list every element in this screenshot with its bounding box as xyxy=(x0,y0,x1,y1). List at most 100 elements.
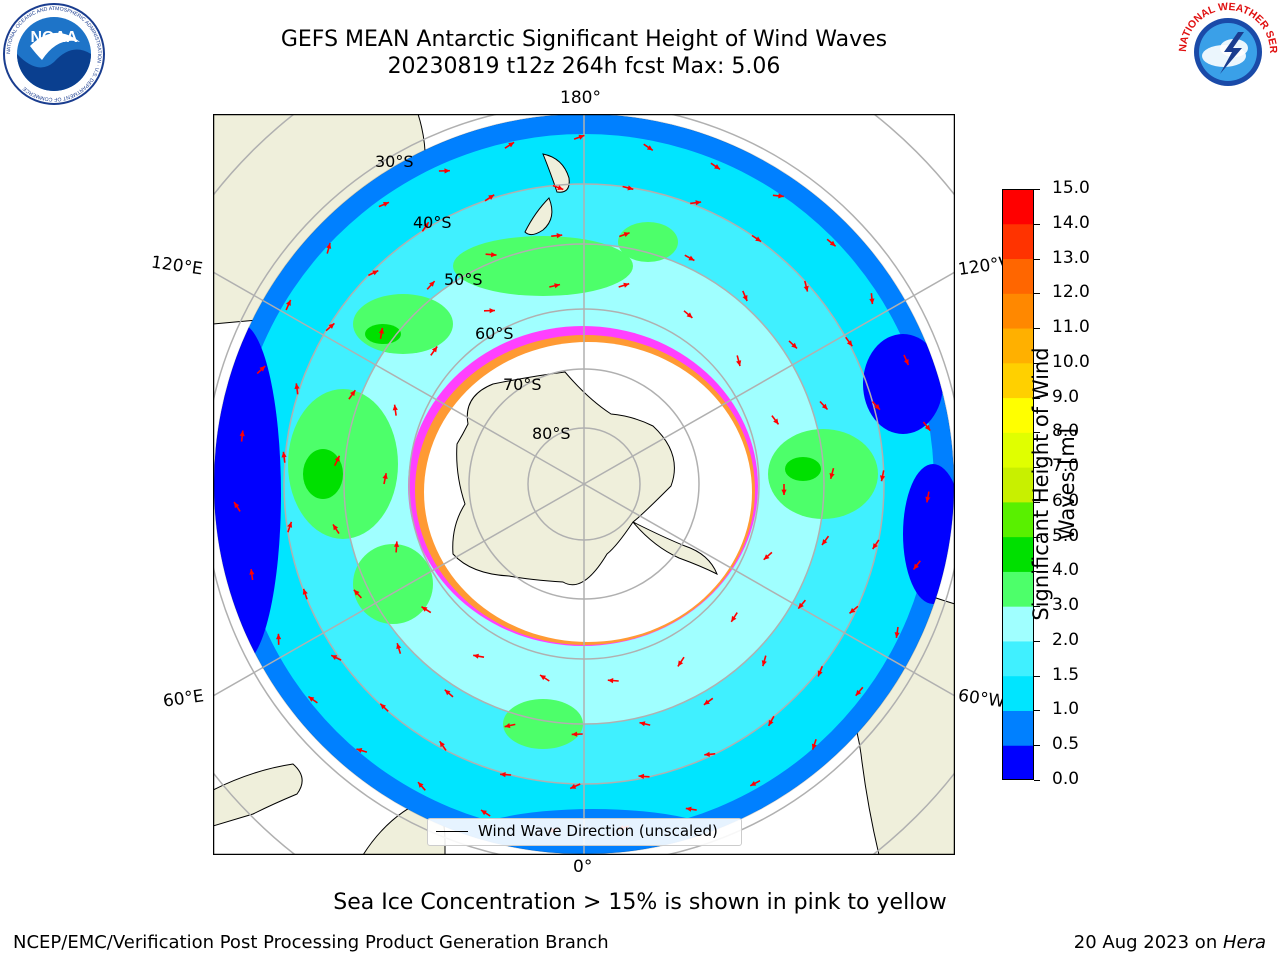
graticule xyxy=(213,114,955,855)
wave-direction-arrowhead xyxy=(872,543,878,549)
new-zealand-south xyxy=(524,197,553,236)
wave-direction-arrowhead xyxy=(326,243,332,249)
wave-direction-arrowhead xyxy=(488,194,495,200)
wave-direction-arrowhead xyxy=(234,502,240,509)
wave-direction-arrowhead xyxy=(331,655,338,660)
colorbar-segment xyxy=(1002,606,1034,642)
wave-direction-arrowhead xyxy=(686,312,693,318)
wave-direction-arrowhead xyxy=(703,699,710,705)
wave-direction-arrowhead xyxy=(396,643,402,650)
wave-direction-arrowhead xyxy=(773,418,779,425)
colorbar-segment xyxy=(1002,397,1034,433)
wave-direction-arrowhead xyxy=(742,295,748,301)
colorbar-segment xyxy=(1002,745,1034,780)
wave-direction-arrowhead xyxy=(761,660,767,667)
wave-direction-arrowhead xyxy=(333,524,339,531)
colorbar-segment xyxy=(1002,189,1034,225)
wave-direction-arrowhead xyxy=(607,678,614,684)
noaa-logo-text: NOAA xyxy=(30,29,78,46)
colorbar-tick-mark xyxy=(1034,536,1040,538)
wave-direction-arrowhead xyxy=(869,298,875,305)
wave-direction-arrowhead xyxy=(431,346,438,353)
colorbar-segment xyxy=(1002,571,1034,607)
wave-direction-arrowhead xyxy=(811,743,817,750)
wave-direction-arrowhead xyxy=(444,689,451,696)
wave-direction-arrowhead xyxy=(803,285,809,292)
wave-direction-arrowhead xyxy=(903,359,909,365)
wave-direction-arrowhead xyxy=(393,541,400,547)
colorbar-frame xyxy=(1002,189,1034,780)
chart-title: GEFS MEAN Antarctic Significant Height o… xyxy=(280,27,888,52)
wave-direction-arrowhead xyxy=(623,232,630,237)
colorbar-tick-label: 4.0 xyxy=(1052,560,1080,581)
colorbar-tick-label: 8.0 xyxy=(1052,421,1080,442)
colorbar-tick-mark xyxy=(1034,328,1040,330)
legend-label: Wind Wave Direction (unscaled) xyxy=(478,822,718,840)
wave-direction-arrowhead xyxy=(353,589,360,596)
wave-direction-arrowhead xyxy=(259,366,266,372)
lat-label-80s: 80°S xyxy=(532,424,571,443)
wind-wave-arrows xyxy=(233,134,931,833)
wave-direction-arrowhead xyxy=(638,773,645,779)
colorbar-tick-label: 0.0 xyxy=(1052,769,1080,789)
wave-direction-arrowhead xyxy=(781,489,787,495)
colorbar-tick-label: 14.0 xyxy=(1052,212,1090,233)
lon-label-120e: 120°E xyxy=(149,252,204,280)
lon-label-60e: 60°E xyxy=(161,686,206,712)
colorbar-tick-mark xyxy=(1034,467,1040,469)
wave-direction-arrowhead xyxy=(874,404,880,410)
colorbar-tick-mark xyxy=(1034,745,1040,747)
wave-direction-arrowhead xyxy=(571,731,578,737)
colorbar-tick-mark xyxy=(1034,293,1040,295)
noaa-logo: NOAA NATIONAL OCEANIC AND ATMOSPHERIC AD… xyxy=(3,3,105,105)
map-legend: Wind Wave Direction (unscaled) xyxy=(427,818,742,846)
colorbar-tick-mark xyxy=(1034,571,1040,573)
colorbar-segment xyxy=(1002,710,1034,746)
wave-direction-arrowhead xyxy=(849,607,856,614)
polar-map xyxy=(213,114,955,855)
colorbar-tick-label: 12.0 xyxy=(1052,282,1090,303)
colorbar-tick-mark xyxy=(1034,710,1040,712)
colorbar-tick-label: 11.0 xyxy=(1052,317,1090,338)
wave-direction-arrowhead xyxy=(646,145,653,151)
wave-direction-arrowhead xyxy=(704,751,710,757)
wave-direction-arrowhead xyxy=(287,521,293,528)
lat-label-70s: 70°S xyxy=(503,375,542,394)
wave-direction-arrowhead xyxy=(302,588,308,595)
wave-direction-arrowhead xyxy=(350,390,356,397)
colorbar-tick-mark xyxy=(1034,432,1040,434)
colorbar-tick-label: 10.0 xyxy=(1052,351,1090,372)
wave-direction-arrowhead xyxy=(418,782,424,788)
wave-direction-arrowhead xyxy=(578,134,585,140)
wave-direction-arrowhead xyxy=(504,723,511,729)
wave-direction-arrowhead xyxy=(627,185,634,191)
lon-label-60w: 60°W xyxy=(956,685,1007,713)
map-frame xyxy=(213,114,955,855)
colorbar-tick-label: 7.0 xyxy=(1052,456,1080,477)
wave-direction-arrowhead xyxy=(554,283,560,289)
legend-line-sample xyxy=(436,831,468,832)
wave-direction-arrowhead xyxy=(778,193,784,199)
wave-direction-arrowhead xyxy=(623,282,630,288)
colorbar-segment xyxy=(1002,223,1034,260)
wave-direction-arrowhead xyxy=(328,323,335,329)
wave-direction-arrowhead xyxy=(791,342,797,349)
antarctic-peninsula xyxy=(632,521,718,576)
wave-direction-arrowhead xyxy=(392,404,398,411)
colorbar-tick-mark xyxy=(1034,362,1040,364)
date-text: 20 Aug 2023 on xyxy=(1073,932,1223,953)
colorbar-tick-label: 1.0 xyxy=(1052,699,1080,720)
colorbar xyxy=(1002,189,1034,780)
colorbar-segment xyxy=(1002,432,1034,468)
wave-direction-arrowhead xyxy=(829,240,836,247)
wave-direction-arrowhead xyxy=(508,142,515,148)
wave-direction-arrowhead xyxy=(894,632,900,638)
lat-label-40s: 40°S xyxy=(413,213,452,232)
wave-direction-arrowhead xyxy=(239,430,245,437)
colorbar-tick-label: 15.0 xyxy=(1052,178,1090,198)
wave-direction-arrowhead xyxy=(822,539,828,545)
antarctica-landmass xyxy=(452,371,675,586)
wave-direction-arrowhead xyxy=(925,496,931,503)
lat-label-30s: 30°S xyxy=(375,152,414,171)
wave-direction-arrowhead xyxy=(500,772,506,778)
